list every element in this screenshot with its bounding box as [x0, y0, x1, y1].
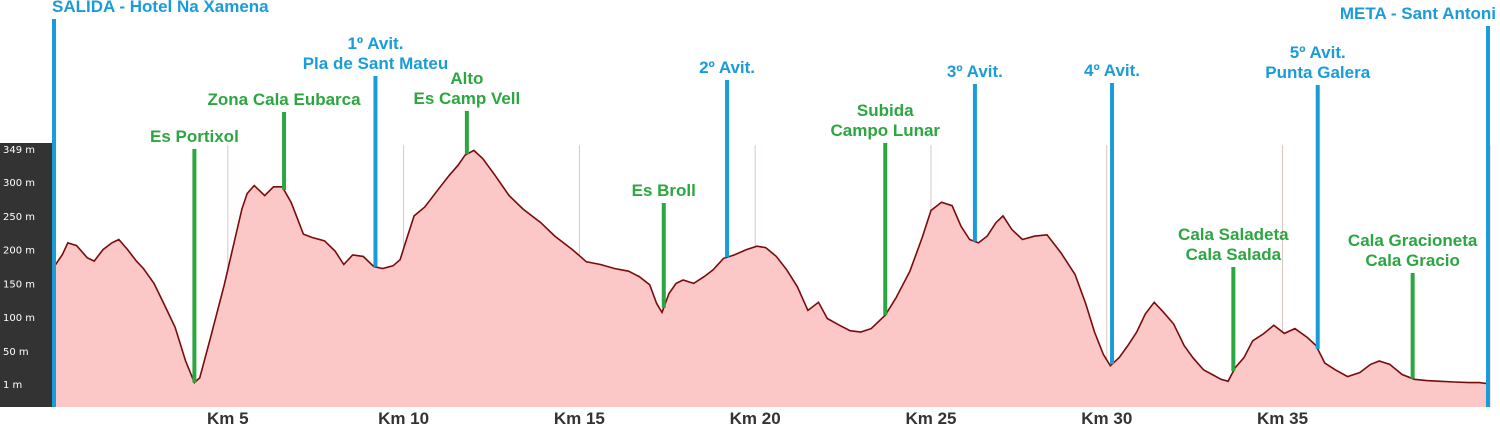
y-axis-ticks: 1 m 50 m 100 m 150 m 200 m 250 m 300 m 349 m [3, 145, 35, 391]
marker-label: Pla de Sant Mateu [303, 54, 448, 73]
marker-label: 1º Avit. [347, 34, 403, 53]
marker-label: Punta Galera [1265, 63, 1370, 82]
y-tick-label: 349 m [3, 145, 35, 156]
marker-label: Zona Cala Eubarca [208, 90, 362, 109]
x-axis-ticks: Km 5 Km 10 Km 15 Km 20 Km 25 Km 30 Km 35 [207, 409, 1308, 428]
marker-label: 2º Avit. [699, 58, 755, 77]
y-tick-label: 50 m [3, 347, 29, 358]
y-tick-label: 250 m [3, 212, 35, 223]
marker-label: Es Broll [632, 181, 696, 200]
y-tick-label: 200 m [3, 246, 35, 257]
x-tick-label: Km 10 [378, 409, 429, 428]
x-tick-label: Km 20 [730, 409, 781, 428]
marker-label: Subida [857, 101, 914, 120]
elevation-line [51, 149, 1491, 385]
x-tick-label: Km 15 [554, 409, 605, 428]
marker-label: 5º Avit. [1290, 43, 1346, 62]
marker-label: Cala Gracio [1365, 251, 1460, 270]
y-tick-label: 100 m [3, 313, 35, 324]
marker-label: META - Sant Antoni [1340, 4, 1496, 23]
x-tick-label: Km 25 [905, 409, 956, 428]
marker-label: SALIDA - Hotel Na Xamena [52, 0, 269, 16]
marker-label: Campo Lunar [830, 121, 940, 140]
marker-label: 4º Avit. [1084, 61, 1140, 80]
marker-label: Alto [450, 69, 483, 88]
marker-label: Cala Saladeta [1178, 225, 1289, 244]
elevation-area [52, 150, 1490, 407]
y-tick-label: 150 m [3, 279, 35, 290]
marker-label: Es Portixol [150, 127, 239, 146]
x-tick-label: Km 5 [207, 409, 249, 428]
waypoint-markers: SALIDA - Hotel Na Xamena Es Portixol Zona … [52, 0, 1496, 407]
marker-label: Cala Gracioneta [1348, 231, 1478, 250]
x-tick-label: Km 30 [1081, 409, 1132, 428]
y-axis-band [0, 143, 52, 407]
x-tick-label: Km 35 [1257, 409, 1308, 428]
y-tick-label: 1 m [3, 380, 22, 391]
marker-label: 3º Avit. [947, 62, 1003, 81]
y-tick-label: 300 m [3, 178, 35, 189]
marker-label: Cala Salada [1186, 245, 1282, 264]
marker-label: Es Camp Vell [413, 89, 520, 108]
